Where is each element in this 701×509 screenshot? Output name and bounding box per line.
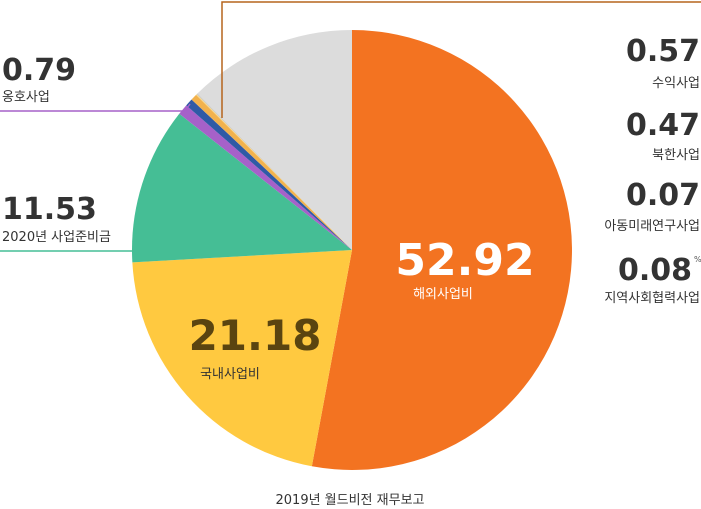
label-revenue: 수익사업	[652, 76, 700, 91]
source-caption: 2019년 월드비전 재무보고	[276, 493, 425, 508]
pie-slice-4	[186, 99, 352, 250]
value-domestic: 21.18	[189, 311, 322, 360]
value-reserve: 11.53	[2, 192, 97, 227]
pie-slice-0	[311, 30, 572, 471]
pie-slice-8	[197, 30, 352, 250]
label-advocacy: 옹호사업	[2, 90, 50, 105]
label-child: 아동미래연구사업	[604, 219, 700, 234]
value-child: 0.07	[626, 178, 700, 213]
leader-advocacy	[0, 103, 191, 112]
pie-slice-1	[132, 250, 352, 467]
value-overseas: 52.92	[395, 235, 534, 286]
label-nk: 북한사업	[652, 148, 700, 163]
leader-right-group	[221, 1, 701, 118]
value-nk: 0.47	[626, 108, 700, 143]
value-revenue: 0.57	[626, 34, 700, 69]
label-domestic: 국내사업비	[200, 367, 260, 382]
pie-slice-3	[179, 105, 352, 250]
pie-slice-5	[191, 94, 352, 250]
pie-slice-2	[131, 113, 352, 263]
pie-slice-6	[196, 94, 352, 250]
pie-slices	[131, 30, 572, 471]
label-overseas: 해외사업비	[413, 287, 473, 302]
pie-slice-7	[196, 93, 352, 251]
leader-lines	[0, 1, 701, 252]
value-community: 0.08	[618, 253, 692, 288]
unit-mark: %	[694, 255, 701, 264]
label-community: 지역사회협력사업	[604, 291, 700, 306]
label-reserve: 2020년 사업준비금	[2, 230, 111, 245]
value-advocacy: 0.79	[2, 53, 76, 88]
